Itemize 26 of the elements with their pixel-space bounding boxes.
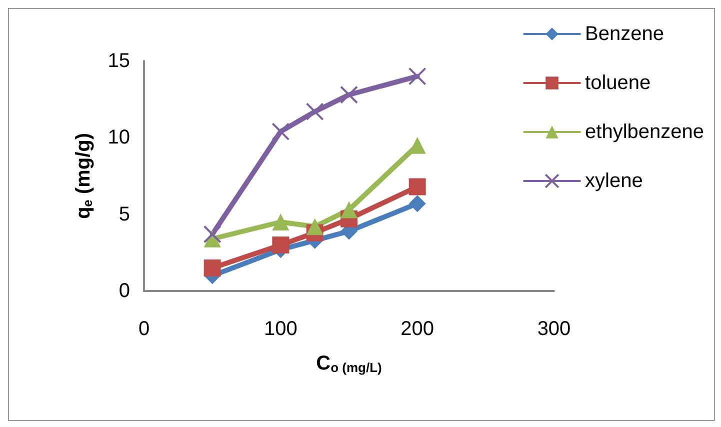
x-tick-label: 0 <box>138 318 150 340</box>
point <box>306 102 324 121</box>
point <box>340 86 358 104</box>
legend-label: toluene <box>585 72 651 94</box>
y-tick-label: 15 <box>108 50 130 72</box>
point <box>272 214 290 230</box>
point <box>272 236 290 254</box>
y-tick-label: 0 <box>118 280 130 302</box>
x-tick-label: 300 <box>537 318 571 340</box>
legend-label: ethylbenzene <box>585 121 704 143</box>
point <box>204 260 221 276</box>
y-tick-label: 10 <box>108 126 130 149</box>
point <box>408 178 426 196</box>
point <box>306 218 324 236</box>
legend-label: Benzene <box>585 23 664 45</box>
point <box>272 122 290 141</box>
y-axis-title: qe (mg/g) <box>72 132 95 220</box>
point <box>203 225 222 244</box>
point <box>408 195 426 212</box>
point <box>408 67 426 86</box>
x-tick-label: 200 <box>400 318 434 340</box>
legend-label: xylene <box>585 170 643 192</box>
x-axis-title: Co (mg/L) <box>316 352 382 375</box>
point <box>340 201 358 218</box>
y-tick-label: 5 <box>118 203 130 226</box>
x-tick-label: 100 <box>264 318 298 340</box>
